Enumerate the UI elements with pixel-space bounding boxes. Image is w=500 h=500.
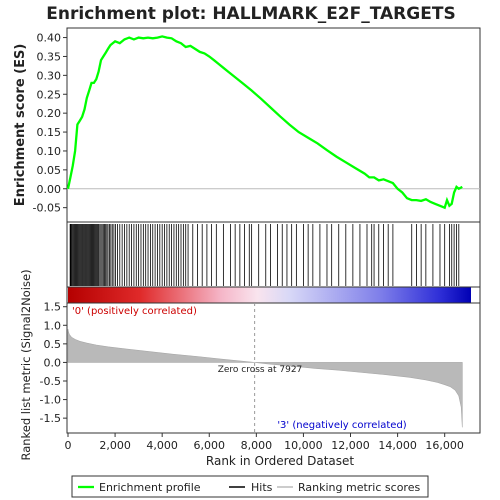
ranking-y-tick-label: -1.5 [40, 412, 61, 425]
ranking-y-tick-label: 0.0 [44, 356, 62, 369]
ranking-axis-label: Ranked list metric (Signal2Noise) [19, 269, 33, 460]
es-y-tick-label: 0.35 [37, 50, 62, 63]
x-tick-label: 14,000 [378, 439, 417, 452]
ranking-y-tick-label: -0.5 [40, 375, 61, 388]
x-axis-label: Rank in Ordered Dataset [206, 454, 354, 468]
es-y-tick-label: -0.05 [33, 202, 61, 215]
x-tick-label: 0 [65, 439, 72, 452]
legend-box [71, 475, 429, 498]
negative-correlation-label: '3' (negatively correlated) [277, 420, 406, 431]
x-tick-label: 8,000 [241, 439, 273, 452]
legend-hits-label: Hits [251, 481, 273, 494]
ranking-color-bar [68, 287, 471, 303]
ranking-y-tick-label: 1.0 [44, 319, 62, 332]
hits-panel-frame [66, 221, 481, 288]
es-y-tick-label: 0.30 [37, 69, 62, 82]
ranking-metric-area [67, 328, 463, 428]
x-tick-label: 16,000 [425, 439, 464, 452]
es-y-tick-label: 0.15 [37, 126, 62, 139]
es-y-tick-label: 0.10 [37, 145, 62, 158]
es-axis-label: Enrichment score (ES) [13, 44, 28, 207]
es-y-tick-label: 0.20 [37, 107, 62, 120]
legend-enrichment-label: Enrichment profile [99, 481, 201, 494]
zero-cross-label: Zero cross at 7927 [218, 365, 303, 375]
x-tick-label: 10,000 [284, 439, 323, 452]
x-tick-label: 6,000 [194, 439, 226, 452]
enrichment-profile-line [66, 35, 463, 210]
ranking-y-tick-label: -1.0 [40, 394, 61, 407]
chart-title: Enrichment plot: HALLMARK_E2F_TARGETS [46, 4, 455, 24]
es-panel-frame [66, 27, 481, 223]
es-y-tick-label: 0.40 [37, 32, 62, 45]
x-tick-label: 12,000 [331, 439, 370, 452]
legend-ranking-label: Ranking metric scores [298, 481, 420, 494]
es-y-tick-label: 0.00 [37, 183, 62, 196]
ranking-y-tick-label: 0.5 [44, 338, 62, 351]
es-y-tick-label: 0.25 [37, 88, 62, 101]
x-tick-label: 2,000 [99, 439, 131, 452]
ranking-y-tick-label: 1.5 [44, 301, 62, 314]
positive-correlation-label: '0' (positively correlated) [72, 306, 197, 317]
x-tick-label: 4,000 [146, 439, 178, 452]
es-y-tick-label: 0.05 [37, 164, 62, 177]
